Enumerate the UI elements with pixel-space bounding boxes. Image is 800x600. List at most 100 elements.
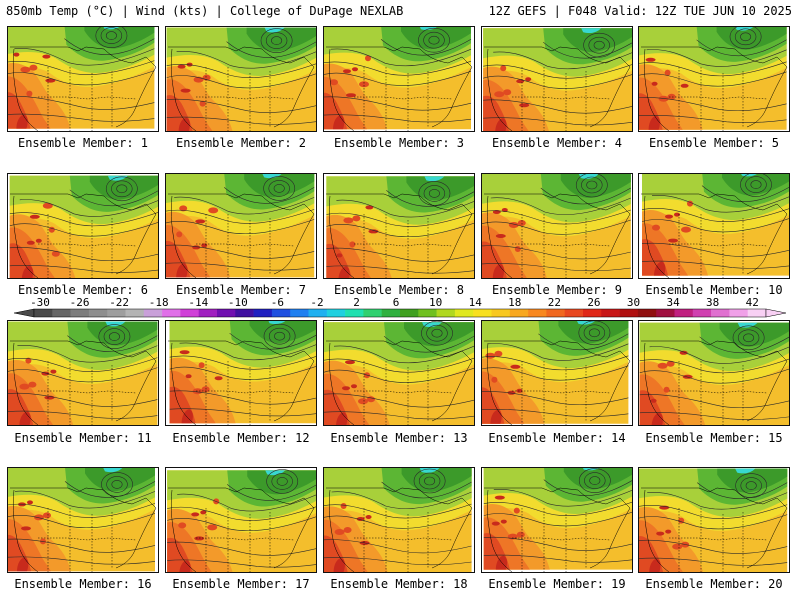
map-border (643, 48, 670, 131)
colorbar-swatch (528, 309, 547, 317)
warm-spot (201, 243, 208, 248)
contour-line (483, 74, 632, 89)
low-pressure-contour (116, 184, 128, 194)
contour-line (482, 263, 631, 272)
contour-line (166, 219, 315, 235)
ensemble-map-panel (7, 173, 159, 279)
map-border (589, 213, 631, 275)
map-border (328, 195, 355, 278)
map-border (746, 507, 788, 569)
low-pressure-contour (581, 176, 603, 194)
contour-line (639, 539, 788, 554)
warm-spot (665, 529, 672, 534)
map-border (328, 342, 355, 425)
colorbar-tick-label: 26 (587, 296, 600, 309)
low-pressure-contour (740, 477, 762, 494)
map-border (103, 342, 157, 362)
warm-spot (500, 65, 507, 72)
contour-line (483, 501, 632, 516)
ensemble-map-panel (638, 320, 790, 426)
contour-line (324, 557, 472, 566)
colorbar-swatch (235, 309, 254, 317)
map-border (168, 193, 263, 199)
temperature-map (167, 469, 316, 572)
map-border (115, 360, 157, 422)
warm-spot (368, 229, 379, 234)
warm-spot (208, 207, 219, 214)
temperature-band (16, 114, 28, 129)
map-border (484, 193, 579, 199)
warm-spot (491, 376, 498, 383)
contour-line (326, 247, 474, 262)
low-pressure-contour (593, 40, 605, 50)
warm-spot (42, 202, 53, 209)
warm-spot (334, 529, 345, 535)
contour-line (169, 355, 316, 370)
ensemble-member-label: Ensemble Member: 4 (491, 136, 623, 150)
contour-line (227, 484, 316, 501)
contour-line (482, 209, 631, 225)
ensemble-member-label: Ensemble Member: 11 (14, 431, 152, 445)
colorbar-swatch (180, 309, 199, 317)
colorbar-swatch (52, 309, 71, 317)
map-border (12, 195, 39, 278)
warm-spot (651, 81, 658, 86)
low-pressure-contour (418, 27, 450, 53)
map-border (326, 340, 421, 346)
ensemble-member-label: Ensemble Member: 6 (17, 283, 149, 297)
map-border (10, 340, 105, 346)
map-border (170, 195, 197, 278)
low-pressure-contour (105, 31, 117, 40)
warm-spot (200, 510, 207, 515)
ensemble-member-label: Ensemble Member: 2 (175, 136, 307, 150)
warm-spot (510, 364, 521, 369)
low-pressure-contour (428, 189, 440, 198)
map-border (641, 193, 736, 199)
warm-spot (352, 67, 358, 72)
colorbar-tick-label: -14 (188, 296, 208, 309)
ensemble-member-label: Ensemble Member: 8 (333, 283, 465, 297)
contour-line (324, 114, 472, 123)
temperature-band (490, 409, 502, 424)
contour-line (483, 64, 632, 79)
ensemble-map-panel (481, 173, 633, 279)
low-pressure-contour (588, 328, 600, 338)
low-pressure-contour (105, 176, 138, 202)
temperature-band (179, 560, 191, 572)
colorbar-tick-label: -6 (271, 296, 284, 309)
temperature-map (482, 321, 631, 425)
warm-spot (666, 360, 675, 367)
map-border (734, 48, 788, 68)
colorbar-swatch (198, 309, 218, 317)
map-border (641, 340, 736, 346)
warm-spot (179, 350, 190, 355)
warm-spot (687, 200, 693, 207)
warm-spot (514, 246, 521, 252)
colorbar-swatch (253, 309, 273, 317)
contour-line (639, 71, 787, 87)
contour-line (490, 197, 631, 215)
warm-spot (177, 64, 186, 69)
colorbar-swatch (290, 309, 309, 317)
low-pressure-contour (418, 472, 441, 490)
map-border (12, 342, 39, 425)
colorbar-swatch (107, 309, 126, 317)
contour-line (324, 503, 472, 519)
temperature-band (406, 176, 474, 201)
map-border (641, 487, 736, 493)
contour-line (641, 208, 789, 222)
contour-line (169, 408, 316, 417)
contour-line (167, 541, 316, 556)
low-pressure-contour (745, 176, 767, 193)
temperature-map (326, 176, 474, 278)
low-pressure-contour (424, 476, 436, 486)
contour-line (167, 516, 316, 532)
warm-spot (20, 66, 31, 73)
temperature-map (641, 174, 789, 278)
low-pressure-contour (260, 28, 293, 53)
low-pressure-contour (586, 180, 598, 190)
map-border (486, 489, 513, 572)
map-border (168, 340, 263, 346)
temperature-band (333, 558, 345, 572)
low-pressure-contour (100, 27, 123, 44)
